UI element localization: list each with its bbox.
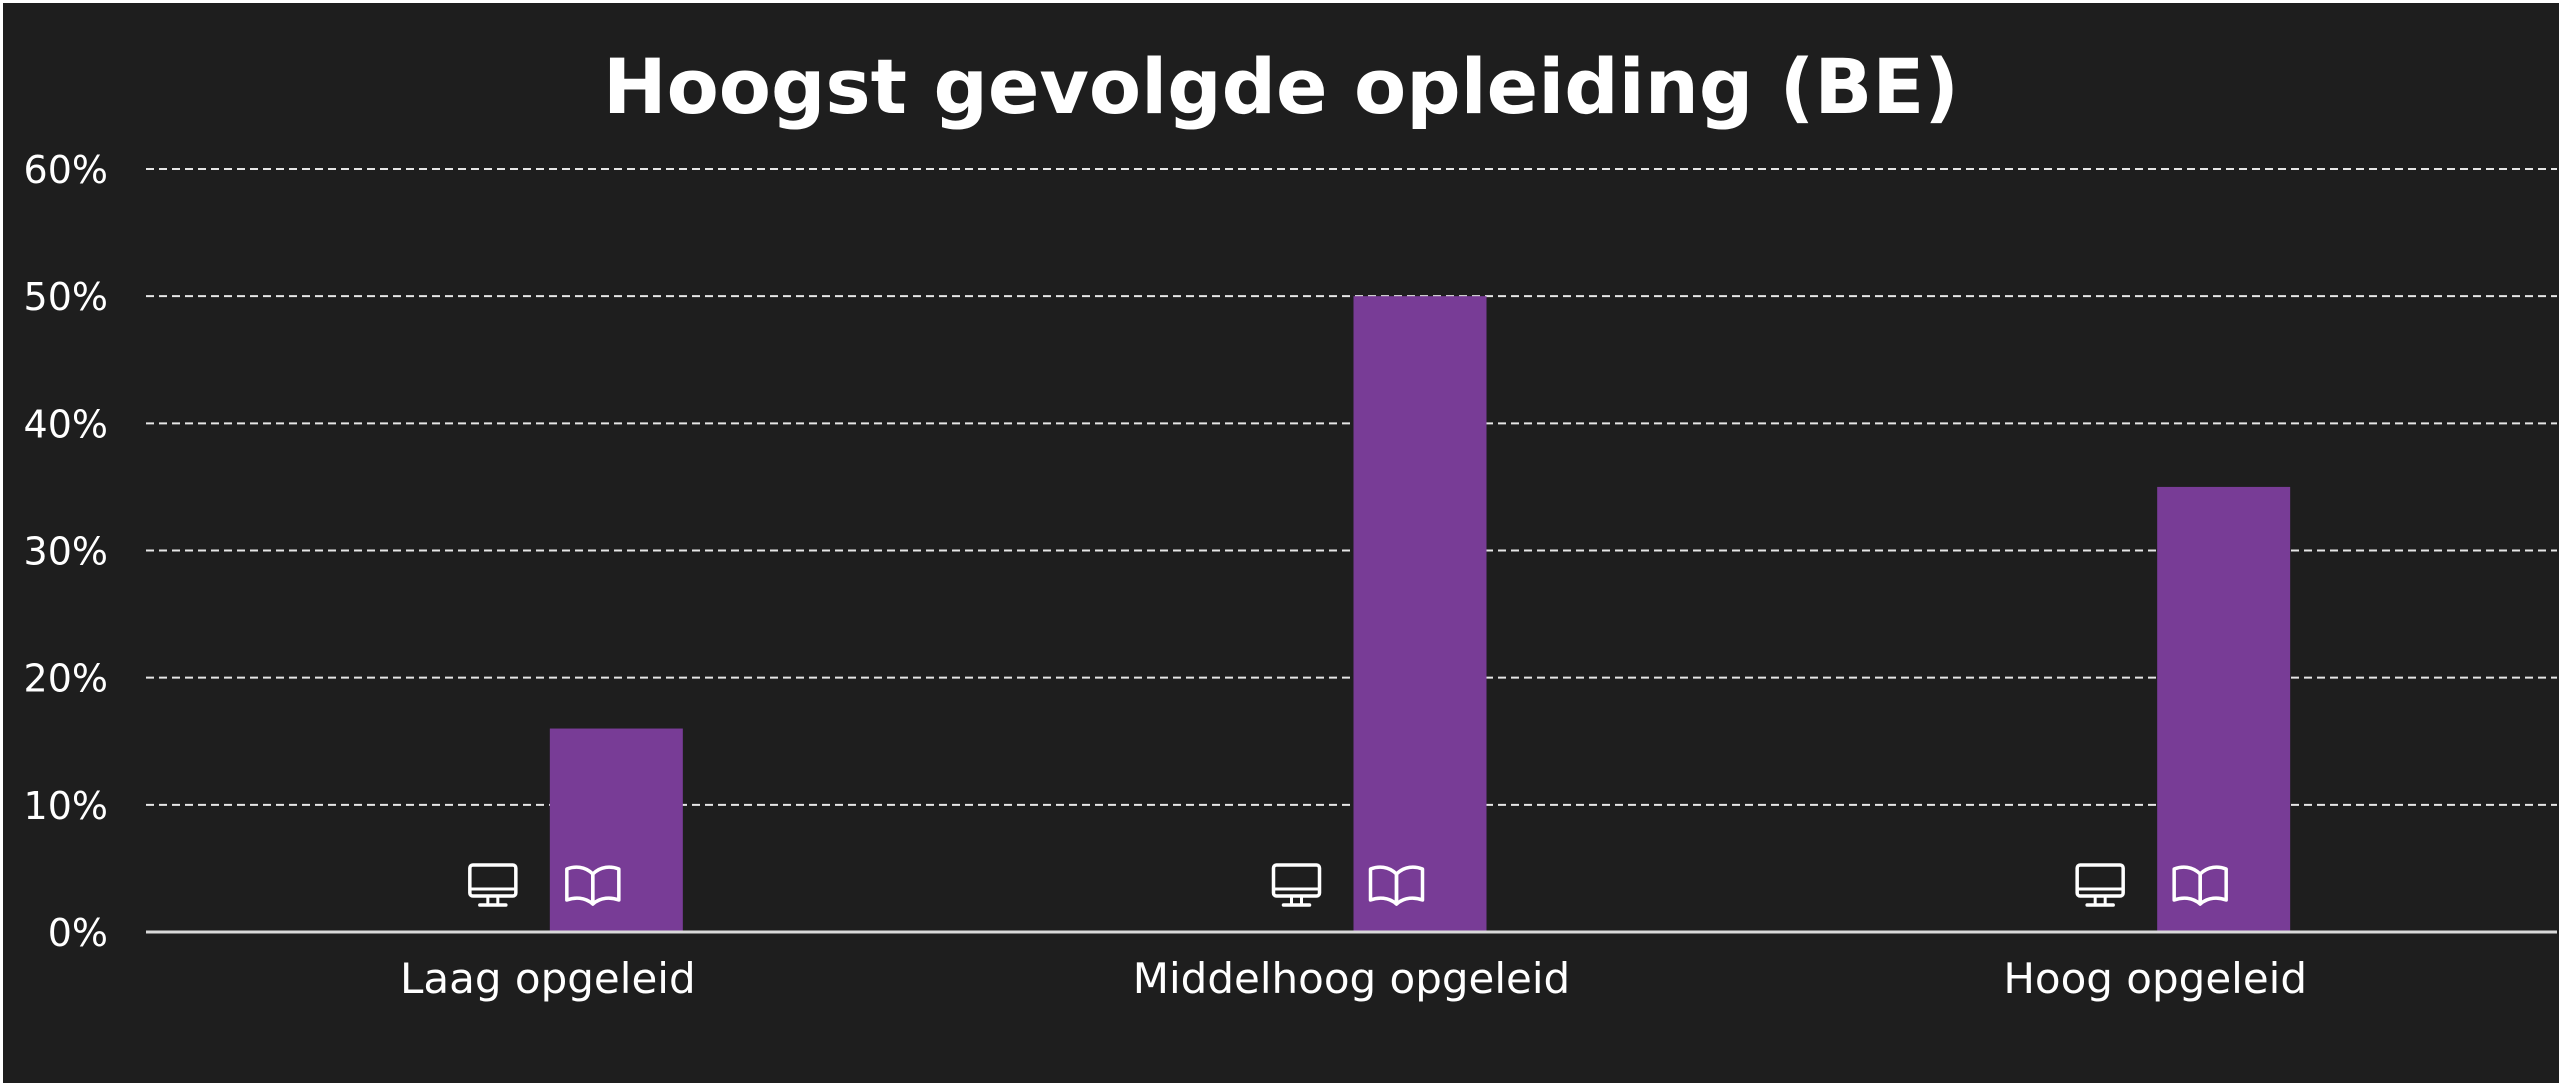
monitor-icon	[1271, 863, 1322, 907]
bar	[549, 728, 683, 932]
open-book-icon	[565, 865, 621, 906]
open-book-icon	[1368, 865, 1425, 906]
y-tick-label: 30%	[24, 530, 108, 574]
bar	[1353, 296, 1487, 933]
y-tick-label: 20%	[24, 657, 108, 701]
bars	[549, 296, 2291, 933]
x-category-label: Middelhoog opgeleid	[1133, 954, 1570, 1003]
y-tick-label: 40%	[24, 402, 108, 446]
monitor-icon	[468, 863, 518, 907]
series-icons	[468, 863, 2228, 907]
y-tick-label: 0%	[48, 911, 108, 955]
monitor-icon	[2075, 863, 2125, 907]
bar-chart: Hoogst gevolgde opleiding (BE) 0% 10% 20% 3…	[24, 42, 2557, 1003]
y-tick-label: 60%	[24, 148, 108, 192]
x-category-label: Hoog opgeleid	[2003, 954, 2307, 1003]
bar	[2157, 486, 2291, 932]
chart-panel: Hoogst gevolgde opleiding (BE) 0% 10% 20% 3…	[3, 3, 2559, 1083]
y-tick-label: 10%	[24, 784, 108, 828]
x-axis-categories: Laag opgeleid Middelhoog opgeleid Hoog opg…	[400, 954, 2307, 1003]
y-tick-label: 50%	[24, 275, 108, 319]
chart-title: Hoogst gevolgde opleiding (BE)	[603, 42, 1959, 131]
x-category-label: Laag opgeleid	[400, 954, 696, 1003]
y-axis-ticks: 0% 10% 20% 30% 40% 50% 60%	[24, 148, 108, 955]
open-book-icon	[2172, 865, 2228, 906]
gridlines	[146, 168, 2557, 806]
